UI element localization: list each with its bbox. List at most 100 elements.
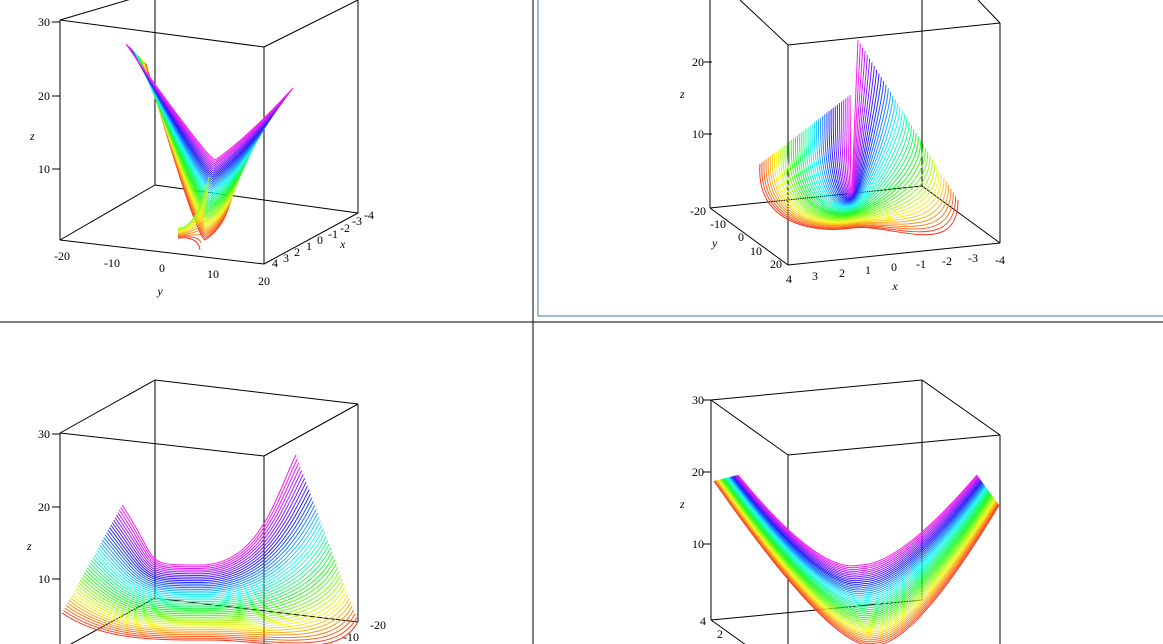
x-tick-label: 4 [786,272,792,286]
contour-curve [128,46,286,172]
contour-curve [714,480,999,644]
contour-curve [729,476,986,595]
contour-curve [121,454,297,566]
y-tick-label: 0 [159,261,165,275]
contour-curve [120,458,298,568]
y-tick-label: -10 [104,256,120,270]
y-tick-label: 10 [750,244,762,258]
contour-curve [177,237,201,251]
contour-curve [733,475,982,582]
contour-curve [126,44,291,165]
contour-curve [126,44,292,163]
contour-curve [719,479,995,628]
contour-curve [732,475,982,584]
x-axis-ticks: 4 3 2 1 0 -1 -2 -3 -4 x [272,208,374,270]
contour-curve [63,610,358,644]
contour-curve [792,138,922,216]
plot-bottom-right[interactable]: 30 20 10 z 4 2 [679,379,1001,644]
contour-curve [177,220,205,235]
z-axis-label: z [26,539,32,553]
contour-curve [716,479,997,635]
contour-curve [88,547,332,608]
contour-curve [772,154,945,225]
contour-curve [92,536,327,603]
contour-curve [111,481,307,578]
z-tick-label: 20 [692,55,704,69]
contour-curve [127,45,288,169]
contour-curve [95,528,324,599]
contour-curve [68,600,352,634]
contour-curve [807,114,906,210]
x-tick-label: 4 [700,614,706,628]
x-tick-label: -3 [352,214,362,228]
contour-curve [177,175,210,230]
contour-curve [725,477,989,606]
y-axis-ticks: -20 -10 0 10 20 y [54,249,270,298]
contour-curve [177,182,209,231]
contour-curve [103,505,316,589]
contour-curve [77,578,343,622]
contour-curve [110,485,308,580]
x-tick-label: -3 [968,251,978,265]
z-tick-label: 10 [38,162,50,176]
contour-curve [726,477,988,604]
contour-curve [767,157,950,227]
contour-curve [177,190,208,232]
y-tick-label: -10 [710,217,726,231]
contour-curve [100,512,319,592]
surface-curves [125,43,294,251]
selection-frame [537,0,1163,317]
contour-curve [714,480,999,643]
contour-curve [763,160,954,230]
plot-bottom-left[interactable]: 30 20 10 z -20 -10 [26,379,386,644]
z-tick-label: 30 [38,15,50,29]
x-tick-label: 2 [294,245,300,259]
contour-curve [788,141,926,218]
contour-curve [128,46,284,174]
contour-curve [117,466,301,571]
contour-curve [126,45,290,167]
surface-curves [759,39,959,236]
x-tick-label: 2 [717,627,723,641]
z-axis-label: z [679,497,685,511]
contour-curve [109,489,310,582]
contour-curve [177,236,202,243]
z-tick-label: 10 [692,537,704,551]
contour-curve [799,129,915,214]
contour-curve [78,574,342,620]
y-axis-label: y [711,236,718,250]
contour-curve [82,563,337,615]
plot-top-right[interactable]: 20 10 z -20 -10 0 10 20 y 4 3 2 1 0 -1 -… [537,0,1163,317]
contour-curve [733,475,981,580]
x-axis-ticks: 4 3 2 1 0 -1 -2 -3 -4 x [786,251,1005,293]
contour-curve [93,532,326,601]
contour-curve [67,602,353,636]
x-axis-label: x [339,237,346,251]
x-tick-label: -2 [942,254,952,268]
z-axis-label: z [29,129,35,143]
contour-curve [730,476,985,591]
x-tick-label: -1 [916,257,926,271]
y-tick-label: -20 [370,618,386,632]
contour-curve [824,84,887,203]
x-tick-label: 4 [272,256,278,270]
contour-curve [720,479,994,624]
contour-curve [776,151,940,223]
contour-curve [102,508,317,590]
contour-curve [133,51,270,193]
contour-curve [735,475,980,574]
contour-curve [786,143,929,219]
contour-curve [813,103,899,207]
x-tick-label: -4 [364,208,374,222]
contour-curve [713,480,1000,644]
contour-curve [86,551,333,610]
contour-curve [797,133,917,214]
z-tick-label: 30 [692,393,704,407]
bounding-box [709,0,1001,266]
plot-top-left[interactable]: 30 20 10 z -20 -10 0 10 20 y 4 3 2 1 0 -… [29,0,374,298]
contour-curve [89,543,330,606]
contour-curve [177,205,207,233]
y-tick-label: 0 [738,230,744,244]
y-tick-label: 10 [207,267,219,281]
contour-curve [782,146,933,221]
